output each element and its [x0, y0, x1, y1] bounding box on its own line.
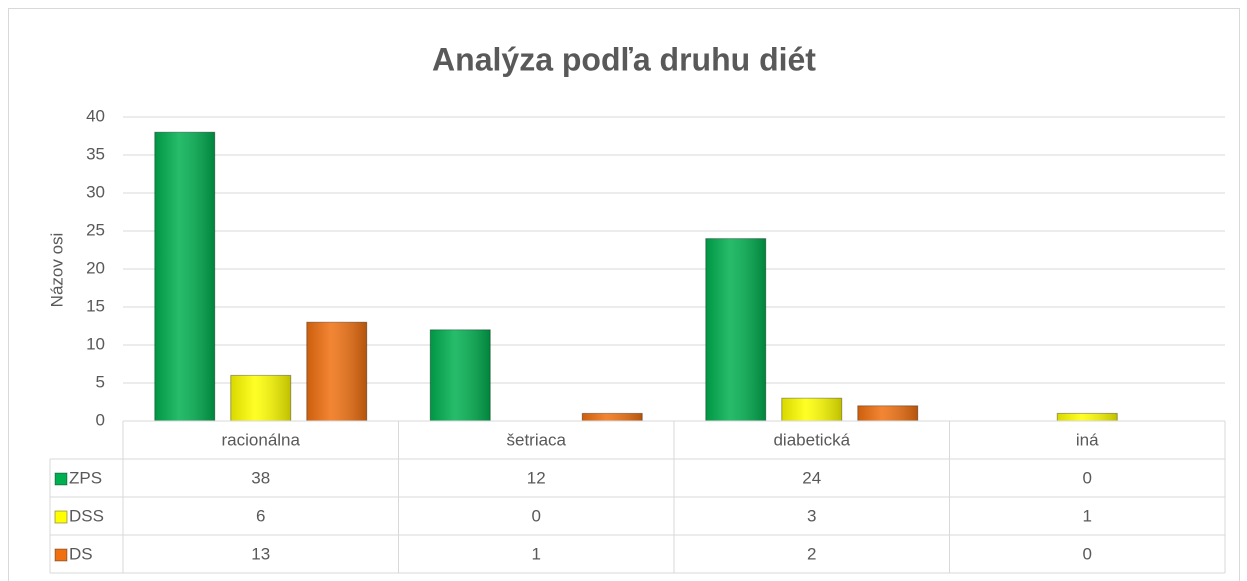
legend-key: [54, 510, 68, 524]
bar-shine: [705, 238, 766, 421]
bar-shine: [430, 329, 491, 421]
table-value: 0: [1083, 544, 1092, 563]
table-value: 1: [532, 544, 541, 563]
table-value: 1: [1083, 506, 1092, 525]
bar-shine: [306, 322, 367, 421]
chart-title: Analýza podľa druhu diét: [432, 41, 816, 77]
y-tick-label: 15: [86, 296, 105, 315]
bar-shine: [781, 398, 842, 421]
y-tick-label: 20: [86, 258, 105, 277]
legend-label: DSS: [69, 506, 104, 525]
table-value: 13: [251, 544, 270, 563]
table-value: 12: [527, 468, 546, 487]
x-tick-label: iná: [1076, 430, 1099, 449]
x-tick-label: šetriaca: [506, 430, 566, 449]
x-tick-label: diabetická: [773, 430, 850, 449]
table-value: 2: [807, 544, 816, 563]
y-tick-label: 40: [86, 106, 105, 125]
y-tick-label: 35: [86, 144, 105, 163]
bar-shine: [154, 132, 215, 421]
y-tick-label: 5: [96, 372, 105, 391]
y-tick-label: 10: [86, 334, 105, 353]
x-tick-label: racionálna: [222, 430, 301, 449]
y-tick-label: 0: [96, 410, 105, 429]
legend-key: [54, 548, 68, 562]
bar-shine: [230, 375, 291, 421]
bar-shine: [857, 405, 918, 421]
table-value: 38: [251, 468, 270, 487]
y-tick-label: 25: [86, 220, 105, 239]
bar-shine: [1057, 413, 1118, 421]
table-value: 6: [256, 506, 265, 525]
table-value: 24: [802, 468, 821, 487]
table-value: 0: [532, 506, 541, 525]
legend-key: [54, 472, 68, 486]
y-axis-title: Názov osi: [47, 233, 66, 308]
y-tick-label: 30: [86, 182, 105, 201]
table-value: 0: [1083, 468, 1092, 487]
table-value: 3: [807, 506, 816, 525]
legend-label: DS: [69, 544, 93, 563]
legend-label: ZPS: [69, 468, 102, 487]
bar-shine: [582, 413, 643, 421]
